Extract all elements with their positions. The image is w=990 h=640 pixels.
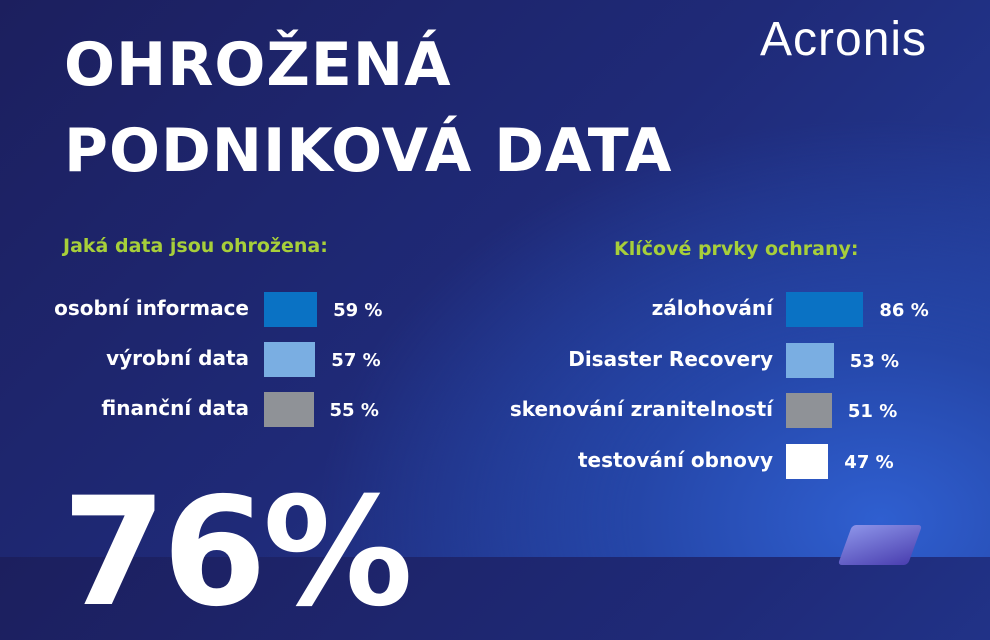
bar <box>264 392 314 427</box>
big-stat: 76% <box>62 466 413 640</box>
bar-label: testování obnovy <box>577 447 773 472</box>
bar-label: osobní informace <box>54 296 249 320</box>
bar-label: výrobní data <box>106 346 249 370</box>
bar-value-label: 57 % <box>331 350 381 371</box>
bar-value-label: 59 % <box>333 300 383 321</box>
bar-label: skenování zranitelností <box>509 397 773 421</box>
title-line-2: PODNIKOVÁ DATA <box>64 116 673 186</box>
bar-value-label: 53 % <box>849 350 900 372</box>
bar-value-label: 47 % <box>844 451 894 473</box>
bar <box>264 342 316 377</box>
decorative-shape <box>837 525 923 565</box>
bar <box>264 292 318 327</box>
bar-value-label: 86 % <box>879 300 929 321</box>
bar-value-label: 55 % <box>329 400 379 421</box>
bar-label: finanční data <box>101 396 249 420</box>
bar <box>786 342 834 378</box>
left-chart-title: Jaká data jsou ohrožena: <box>63 235 328 257</box>
bar <box>786 292 864 327</box>
bar-label: Disaster Recovery <box>568 346 773 371</box>
bar <box>786 393 832 428</box>
right-chart-title: Klíčové prvky ochrany: <box>614 238 859 260</box>
bar <box>786 443 829 479</box>
bar-label: zálohování <box>651 296 773 320</box>
bar-value-label: 51 % <box>847 401 898 422</box>
acronis-logo: Acronis <box>760 13 928 66</box>
title-line-1: OHROŽENÁ <box>64 30 452 100</box>
